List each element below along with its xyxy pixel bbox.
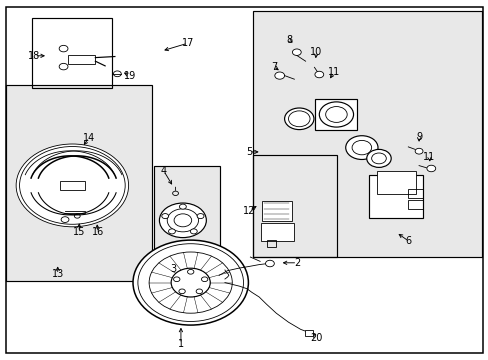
- Text: 6: 6: [405, 236, 411, 246]
- Circle shape: [179, 204, 186, 209]
- Circle shape: [366, 149, 390, 167]
- Bar: [260, 223, 293, 241]
- Bar: [407, 200, 422, 209]
- Circle shape: [59, 63, 68, 70]
- Circle shape: [190, 229, 197, 234]
- Circle shape: [171, 268, 210, 297]
- Bar: [154, 166, 220, 265]
- Bar: [6, 85, 151, 281]
- Bar: [376, 171, 415, 194]
- Text: 14: 14: [82, 132, 95, 143]
- Text: 15: 15: [73, 227, 85, 237]
- Text: 9: 9: [415, 132, 421, 142]
- Text: 11: 11: [422, 152, 435, 162]
- Circle shape: [265, 260, 274, 267]
- Circle shape: [274, 72, 284, 79]
- Text: 5: 5: [246, 147, 252, 157]
- Text: 17: 17: [181, 38, 194, 48]
- Text: 4: 4: [161, 166, 166, 176]
- Text: 11: 11: [327, 67, 340, 77]
- Text: 3: 3: [170, 264, 176, 274]
- Circle shape: [59, 45, 68, 52]
- Text: 18: 18: [28, 51, 41, 61]
- Circle shape: [319, 102, 353, 127]
- Text: 8: 8: [285, 35, 291, 45]
- Text: 10: 10: [309, 47, 322, 57]
- Bar: [368, 175, 422, 218]
- Bar: [32, 18, 112, 88]
- Circle shape: [16, 144, 128, 227]
- Text: 2: 2: [294, 258, 300, 268]
- Bar: [261, 201, 291, 221]
- Bar: [266, 240, 276, 247]
- Bar: [253, 11, 481, 257]
- Circle shape: [162, 213, 168, 219]
- Text: 7: 7: [270, 62, 276, 72]
- Circle shape: [345, 136, 377, 159]
- Bar: [407, 189, 422, 198]
- Text: 1: 1: [178, 339, 183, 349]
- Bar: [253, 155, 337, 257]
- Bar: [154, 166, 220, 265]
- Bar: [68, 55, 95, 64]
- Circle shape: [159, 203, 206, 238]
- Text: 20: 20: [310, 333, 323, 343]
- Bar: [315, 99, 356, 130]
- Text: 13: 13: [51, 269, 64, 279]
- Circle shape: [197, 213, 203, 219]
- Circle shape: [113, 71, 121, 77]
- Bar: [253, 11, 481, 257]
- Text: 19: 19: [123, 71, 136, 81]
- Circle shape: [292, 49, 301, 55]
- Circle shape: [168, 229, 175, 234]
- Circle shape: [314, 71, 323, 78]
- Bar: [253, 155, 337, 257]
- Circle shape: [133, 240, 248, 325]
- Text: 16: 16: [91, 227, 104, 237]
- Text: 12: 12: [243, 206, 255, 216]
- Bar: [304, 330, 313, 336]
- Bar: [60, 181, 84, 190]
- Circle shape: [426, 165, 435, 172]
- Circle shape: [284, 108, 313, 130]
- Circle shape: [414, 148, 422, 154]
- Bar: [6, 85, 151, 281]
